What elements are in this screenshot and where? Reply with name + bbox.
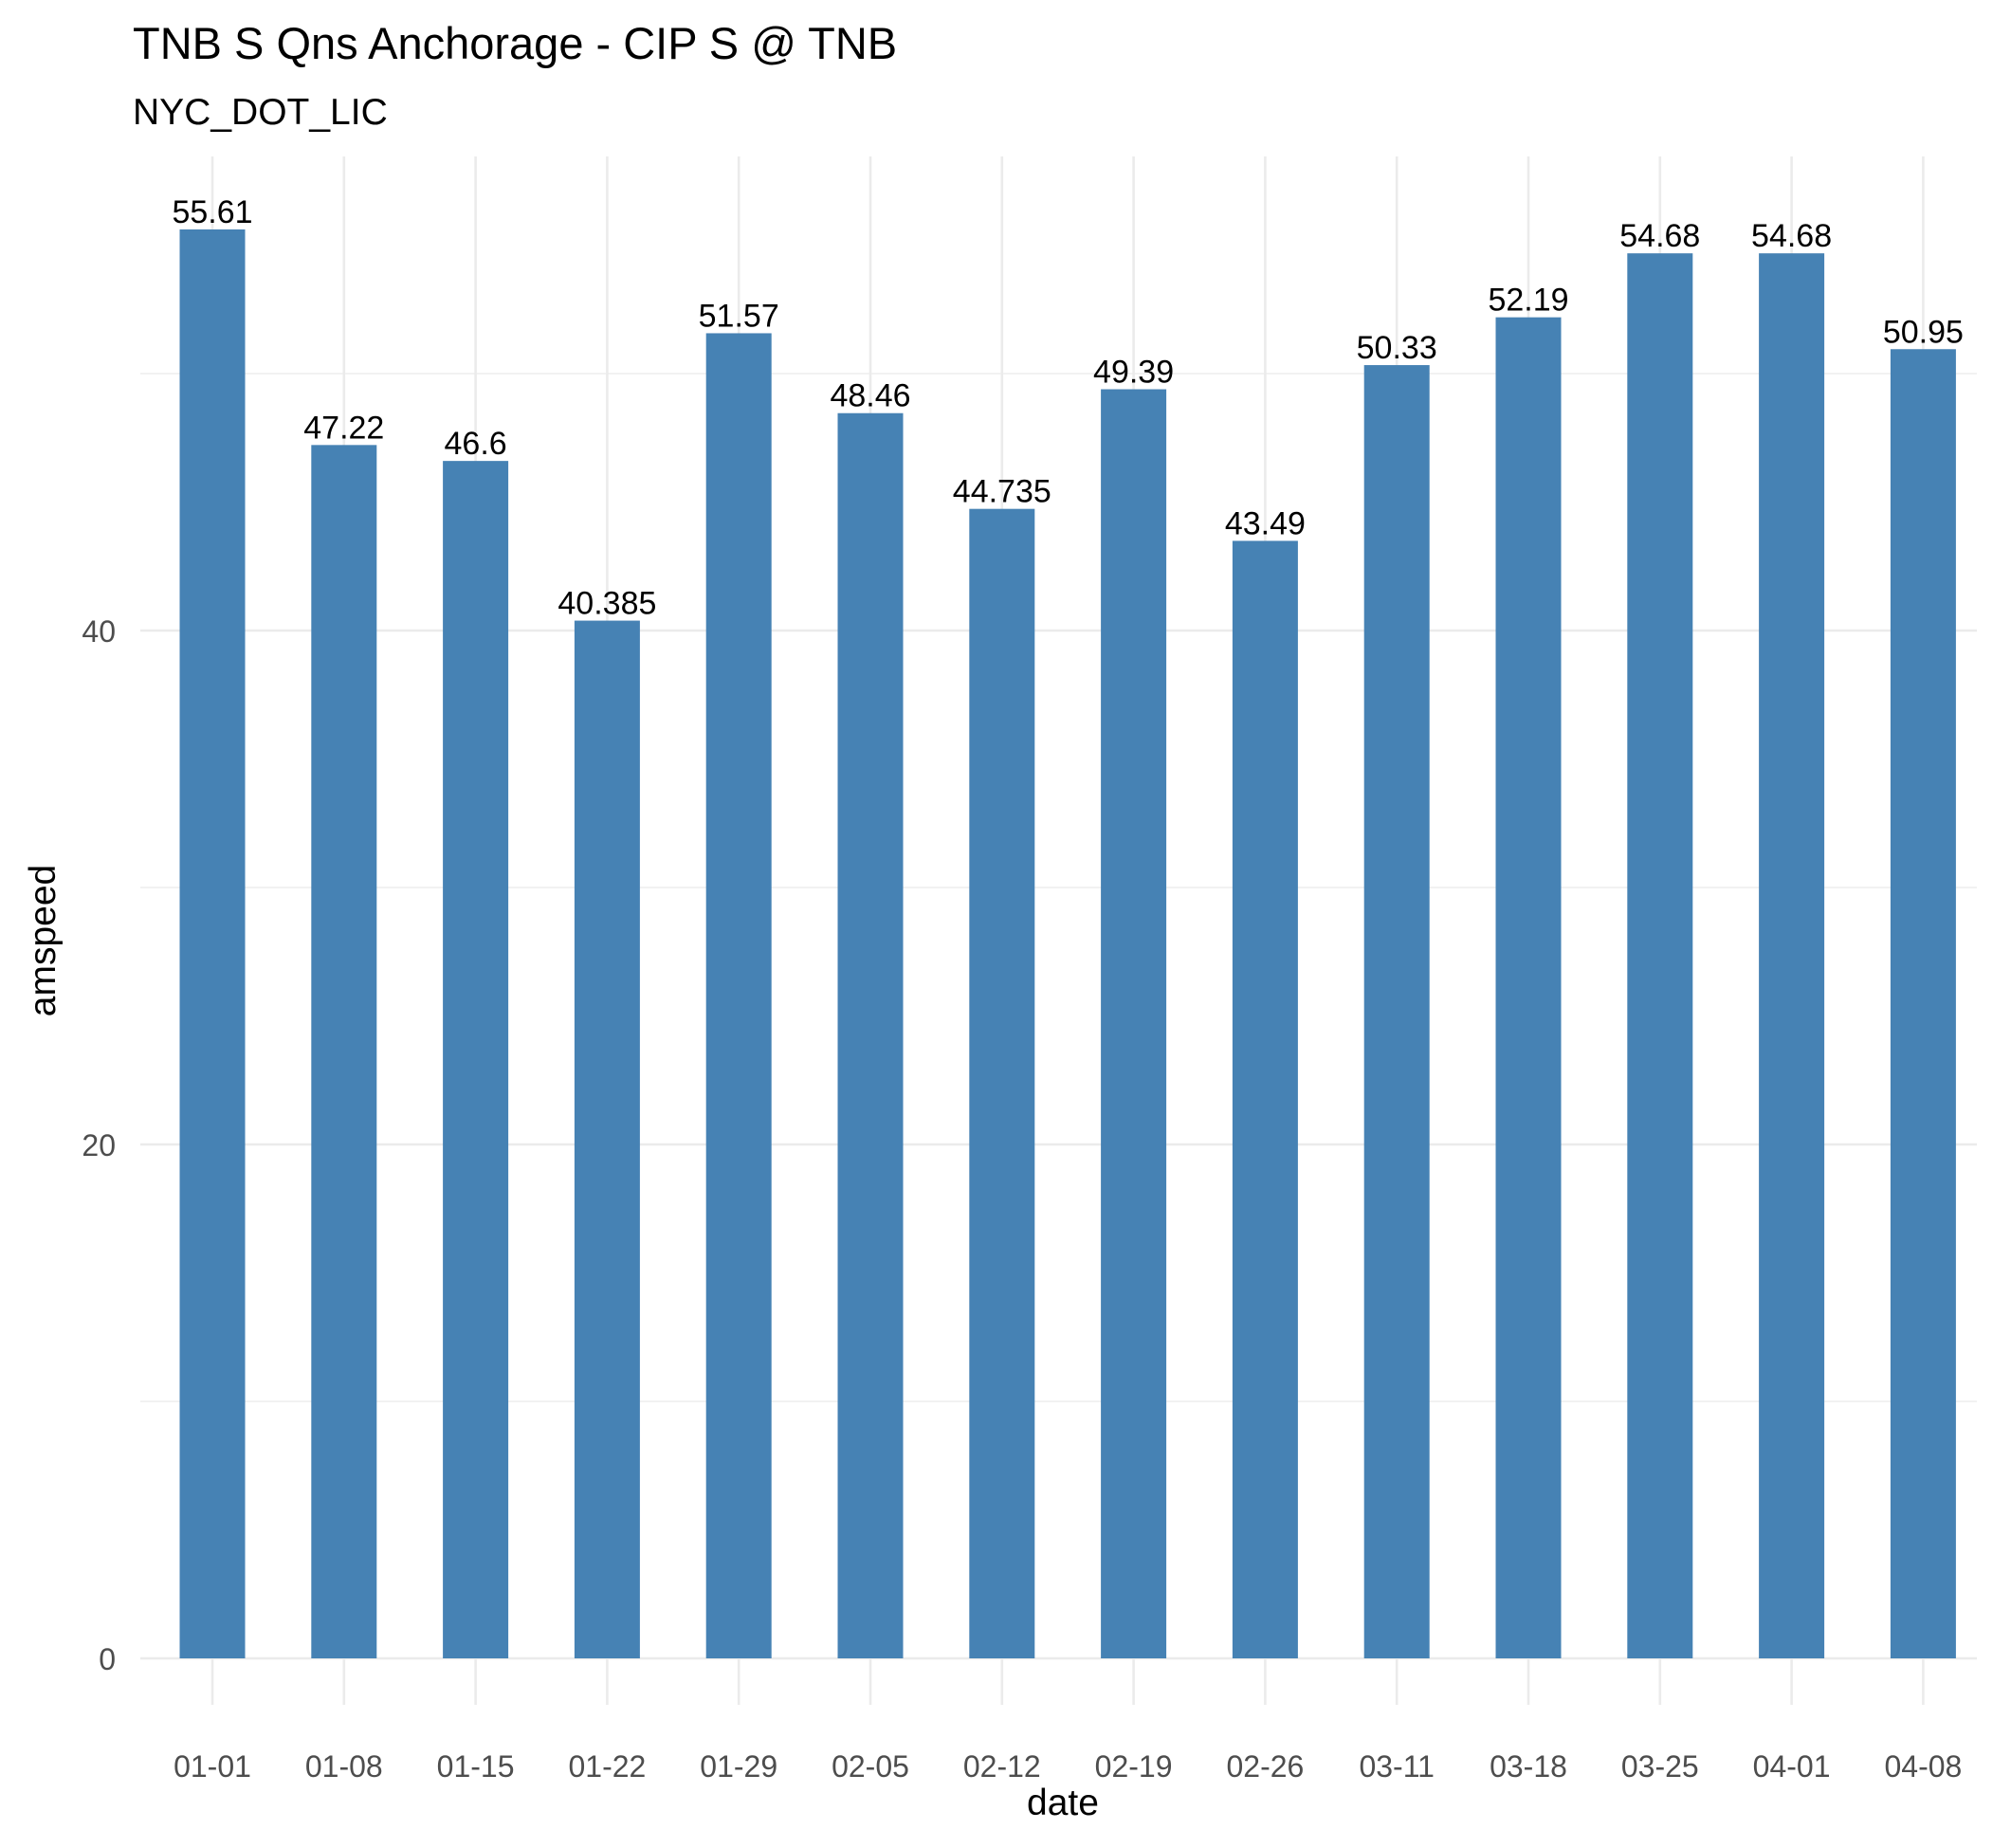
- y-tick-label: 20: [82, 1128, 116, 1162]
- bar-01-01: [179, 229, 246, 1658]
- x-tick-label: 03-25: [1621, 1749, 1699, 1784]
- bar-01-29: [705, 333, 772, 1658]
- bar-03-18: [1495, 317, 1562, 1658]
- bar-01-08: [311, 445, 377, 1658]
- bar-value-label: 48.46: [830, 378, 910, 414]
- chart-title: TNB S Qns Anchorage - CIP S @ TNB: [133, 18, 897, 68]
- x-axis-ticks: 01-01 01-08 01-15 01-22 01-29 02-05 02-12 02-19…: [174, 1749, 1962, 1784]
- y-axis-ticks: 0 20 40: [82, 614, 116, 1676]
- grid-lines: [140, 156, 1977, 1705]
- chart-subtitle: NYC_DOT_LIC: [133, 92, 388, 133]
- x-tick-label: 03-18: [1490, 1749, 1567, 1784]
- bar-value-label: 50.33: [1357, 330, 1437, 366]
- x-tick-label: 01-01: [174, 1749, 251, 1784]
- x-tick-label: 04-01: [1753, 1749, 1831, 1784]
- x-tick-label: 02-26: [1226, 1749, 1304, 1784]
- bar-value-label: 54.68: [1751, 218, 1832, 254]
- bar-value-label: 49.39: [1093, 355, 1174, 391]
- x-tick-label: 02-05: [832, 1749, 909, 1784]
- bar-02-26: [1232, 540, 1298, 1658]
- bar-value-label: 51.57: [699, 298, 779, 334]
- x-axis-title: date: [1027, 1783, 1099, 1823]
- bar-value-label: 54.68: [1619, 218, 1700, 254]
- bar-01-22: [574, 620, 640, 1658]
- bar-03-11: [1363, 365, 1430, 1658]
- bar-03-25: [1627, 253, 1693, 1658]
- bar-value-label: 46.6: [445, 426, 507, 462]
- x-tick-label: 04-08: [1884, 1749, 1962, 1784]
- x-tick-label: 02-19: [1095, 1749, 1173, 1784]
- x-tick-label: 01-15: [437, 1749, 515, 1784]
- bar-02-05: [837, 412, 904, 1658]
- x-tick-label: 01-29: [700, 1749, 777, 1784]
- y-axis-title: amspeed: [23, 865, 64, 1016]
- bars: [179, 229, 1956, 1658]
- x-tick-label: 02-12: [963, 1749, 1041, 1784]
- y-tick-label: 40: [82, 614, 116, 649]
- bar-value-labels: 55.61 47.22 46.6 40.385 51.57 48.46 44.735 49.3…: [172, 194, 1963, 622]
- bar-01-15: [443, 461, 509, 1658]
- x-tick-label: 01-22: [568, 1749, 646, 1784]
- bar-value-label: 55.61: [172, 194, 252, 230]
- bar-02-12: [969, 508, 1035, 1658]
- bar-value-label: 40.385: [558, 586, 656, 622]
- bar-04-08: [1890, 349, 1956, 1658]
- bar-02-19: [1101, 389, 1167, 1658]
- bar-value-label: 43.49: [1225, 505, 1306, 541]
- y-tick-label: 0: [99, 1642, 116, 1676]
- bar-value-label: 50.95: [1883, 314, 1964, 350]
- bar-04-01: [1759, 253, 1825, 1658]
- bar-value-label: 44.735: [953, 474, 1051, 510]
- bar-value-label: 47.22: [303, 410, 384, 446]
- x-tick-label: 03-11: [1359, 1749, 1434, 1784]
- bar-value-label: 52.19: [1488, 283, 1568, 319]
- x-tick-label: 01-08: [305, 1749, 383, 1784]
